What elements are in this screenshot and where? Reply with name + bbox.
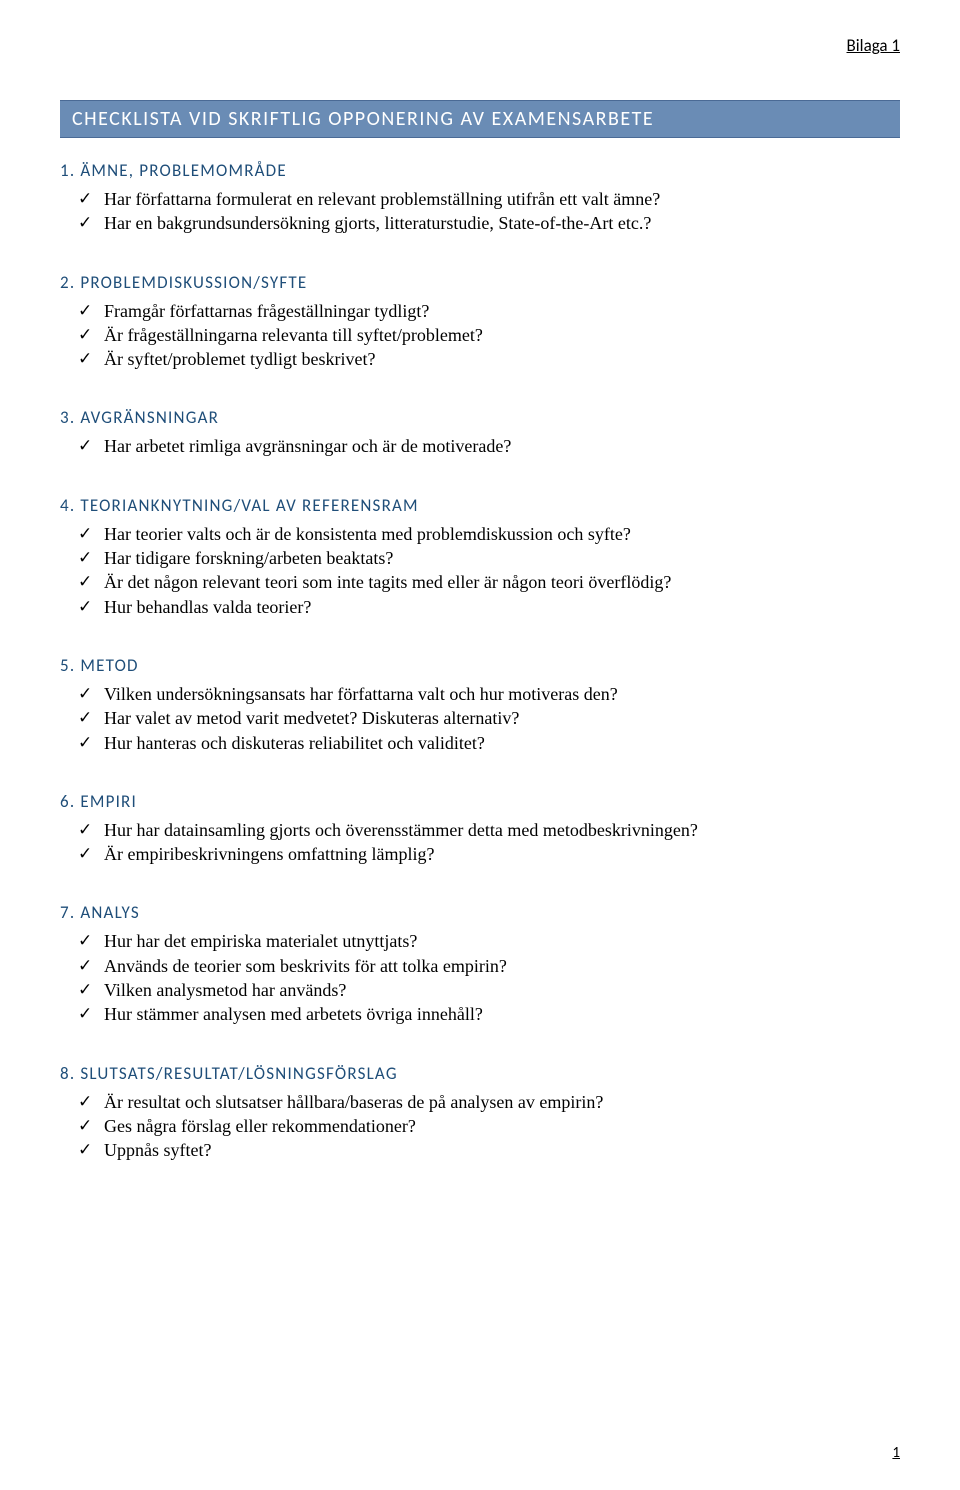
list-item: ✓Är resultat och slutsatser hållbara/bas… <box>82 1090 900 1114</box>
check-icon: ✓ <box>78 300 92 323</box>
list-item-text: Ges några förslag eller rekommendationer… <box>104 1116 416 1136</box>
list-item-text: Vilken undersökningsansats har författar… <box>104 684 618 704</box>
checklist: ✓ Har författarna formulerat en relevant … <box>60 187 900 236</box>
list-item-text: Har valet av metod varit medvetet? Disku… <box>104 708 519 728</box>
list-item-text: Hur hanteras och diskuteras reliabilitet… <box>104 733 485 753</box>
check-icon: ✓ <box>78 1003 92 1026</box>
appendix-label: Bilaga 1 <box>847 35 900 56</box>
section: 5. METOD ✓ Vilken undersökningsansats har … <box>60 655 900 755</box>
list-item-text: Har teorier valts och är de konsistenta … <box>104 524 631 544</box>
list-item-text: Framgår författarnas frågeställningar ty… <box>104 301 429 321</box>
list-item-text: Har tidigare forskning/arbeten beaktats? <box>104 548 393 568</box>
section: 1. ÄMNE, PROBLEMOMRÅDE ✓ Har författarna f… <box>60 160 900 236</box>
list-item: ✓Hur har det empiriska materialet utnytt… <box>82 929 900 953</box>
check-icon: ✓ <box>78 547 92 570</box>
check-icon: ✓ <box>78 596 92 619</box>
list-item-text: Är det någon relevant teori som inte tag… <box>104 572 671 592</box>
list-item: ✓Framgår författarnas frågeställningar t… <box>82 299 900 323</box>
main-title: CHECKLISTA VID SKRIFTLIG OPPONERING AV E… <box>72 107 888 131</box>
section-heading: 3. AVGRÄNSNINGAR <box>60 407 900 428</box>
section-heading: 2. PROBLEMDISKUSSION/SYFTE <box>60 272 900 293</box>
list-item-text: Vilken analysmetod har används? <box>104 980 346 1000</box>
section: 8. SLUTSATS/RESULTAT/LÖSNINGSFÖRSLAG ✓ Är … <box>60 1063 900 1163</box>
check-icon: ✓ <box>78 324 92 347</box>
check-icon: ✓ <box>78 1091 92 1114</box>
check-icon: ✓ <box>78 1115 92 1138</box>
list-item-text: Hur stämmer analysen med arbetets övriga… <box>104 1004 483 1024</box>
list-item-text: Används de teorier som beskrivits för at… <box>104 956 507 976</box>
checklist: ✓ Framgår författarnas frågeställningar t… <box>60 299 900 372</box>
list-item-text: Är frågeställningarna relevanta till syf… <box>104 325 483 345</box>
check-icon: ✓ <box>78 843 92 866</box>
checklist: ✓ Har teorier valts och är de konsistenta… <box>60 522 900 619</box>
list-item: ✓Har tidigare forskning/arbeten beaktats… <box>82 546 900 570</box>
list-item-text: Hur har det empiriska materialet utnyttj… <box>104 931 417 951</box>
list-item: ✓Vilken analysmetod har används? <box>82 978 900 1002</box>
list-item: ✓Har arbetet rimliga avgränsningar och ä… <box>82 434 900 458</box>
check-icon: ✓ <box>78 930 92 953</box>
check-icon: ✓ <box>78 212 92 235</box>
section: 4. TEORIANKNYTNING/VAL AV REFERENSRAM✓Ha… <box>60 495 900 619</box>
section-heading: 8. SLUTSATS/RESULTAT/LÖSNINGSFÖRSLAG <box>60 1063 900 1084</box>
section-heading: 6. EMPIRI <box>60 791 900 812</box>
list-item: ✓Har författarna formulerat en relevant … <box>82 187 900 211</box>
list-item: ✓Är syftet/problemet tydligt beskrivet? <box>82 347 900 371</box>
list-item: ✓Hur har datainsamling gjorts och överen… <box>82 818 900 842</box>
section: 6. EMPIRI ✓ Hur har datainsamling gjorts o… <box>60 791 900 867</box>
check-icon: ✓ <box>78 683 92 706</box>
checklist: ✓ Hur har datainsamling gjorts och överen… <box>60 818 900 867</box>
list-item-text: Har arbetet rimliga avgränsningar och är… <box>104 436 511 456</box>
section: 7. ANALYS ✓ Hur har det empiriska material… <box>60 902 900 1026</box>
check-icon: ✓ <box>78 1139 92 1162</box>
check-icon: ✓ <box>78 819 92 842</box>
checklist: ✓ Vilken undersökningsansats har författa… <box>60 682 900 755</box>
list-item: ✓Är frågeställningarna relevanta till sy… <box>82 323 900 347</box>
check-icon: ✓ <box>78 523 92 546</box>
main-title-bar: CHECKLISTA VID SKRIFTLIG OPPONERING AV E… <box>60 100 900 138</box>
section: 2. PROBLEMDISKUSSION/SYFTE ✓ Framgår förfa… <box>60 272 900 372</box>
check-icon: ✓ <box>78 435 92 458</box>
check-icon: ✓ <box>78 707 92 730</box>
list-item: ✓Har valet av metod varit medvetet? Disk… <box>82 706 900 730</box>
list-item-text: Har författarna formulerat en relevant p… <box>104 189 660 209</box>
list-item-text: Har en bakgrundsundersökning gjorts, lit… <box>104 213 651 233</box>
section: 3. AVGRÄNSNINGAR ✓ Har arbetet rimliga avg… <box>60 407 900 458</box>
list-item: ✓Är empiribeskrivningens omfattning lämp… <box>82 842 900 866</box>
section-heading: 4. TEORIANKNYTNING/VAL AV REFERENSRAM <box>60 495 900 516</box>
checklist: ✓ Är resultat och slutsatser hållbara/bas… <box>60 1090 900 1163</box>
list-item: ✓Hur stämmer analysen med arbetets övrig… <box>82 1002 900 1026</box>
check-icon: ✓ <box>78 348 92 371</box>
list-item-text: Är resultat och slutsatser hållbara/base… <box>104 1092 603 1112</box>
section-heading: 7. ANALYS <box>60 902 900 923</box>
list-item-text: Är empiribeskrivningens omfattning lämpl… <box>104 844 434 864</box>
list-item: ✓Uppnås syftet? <box>82 1138 900 1162</box>
list-item: ✓Har en bakgrundsundersökning gjorts, li… <box>82 211 900 235</box>
page-number: 1 <box>892 1444 900 1462</box>
list-item-text: Hur behandlas valda teorier? <box>104 597 311 617</box>
list-item: ✓Har teorier valts och är de konsistenta… <box>82 522 900 546</box>
checklist: ✓ Hur har det empiriska materialet utnytt… <box>60 929 900 1026</box>
list-item: ✓Ges några förslag eller rekommendatione… <box>82 1114 900 1138</box>
section-heading: 5. METOD <box>60 655 900 676</box>
check-icon: ✓ <box>78 979 92 1002</box>
list-item-text: Hur har datainsamling gjorts och överens… <box>104 820 698 840</box>
checklist: ✓ Har arbetet rimliga avgränsningar och ä… <box>60 434 900 458</box>
section-heading: 1. ÄMNE, PROBLEMOMRÅDE <box>60 160 900 181</box>
list-item: ✓Används de teorier som beskrivits för a… <box>82 954 900 978</box>
check-icon: ✓ <box>78 955 92 978</box>
list-item-text: Är syftet/problemet tydligt beskrivet? <box>104 349 375 369</box>
list-item: ✓Är det någon relevant teori som inte ta… <box>82 570 900 594</box>
list-item: ✓Vilken undersökningsansats har författa… <box>82 682 900 706</box>
check-icon: ✓ <box>78 188 92 211</box>
list-item-text: Uppnås syftet? <box>104 1140 211 1160</box>
check-icon: ✓ <box>78 732 92 755</box>
list-item: ✓Hur hanteras och diskuteras reliabilite… <box>82 731 900 755</box>
check-icon: ✓ <box>78 571 92 594</box>
list-item: ✓Hur behandlas valda teorier? <box>82 595 900 619</box>
